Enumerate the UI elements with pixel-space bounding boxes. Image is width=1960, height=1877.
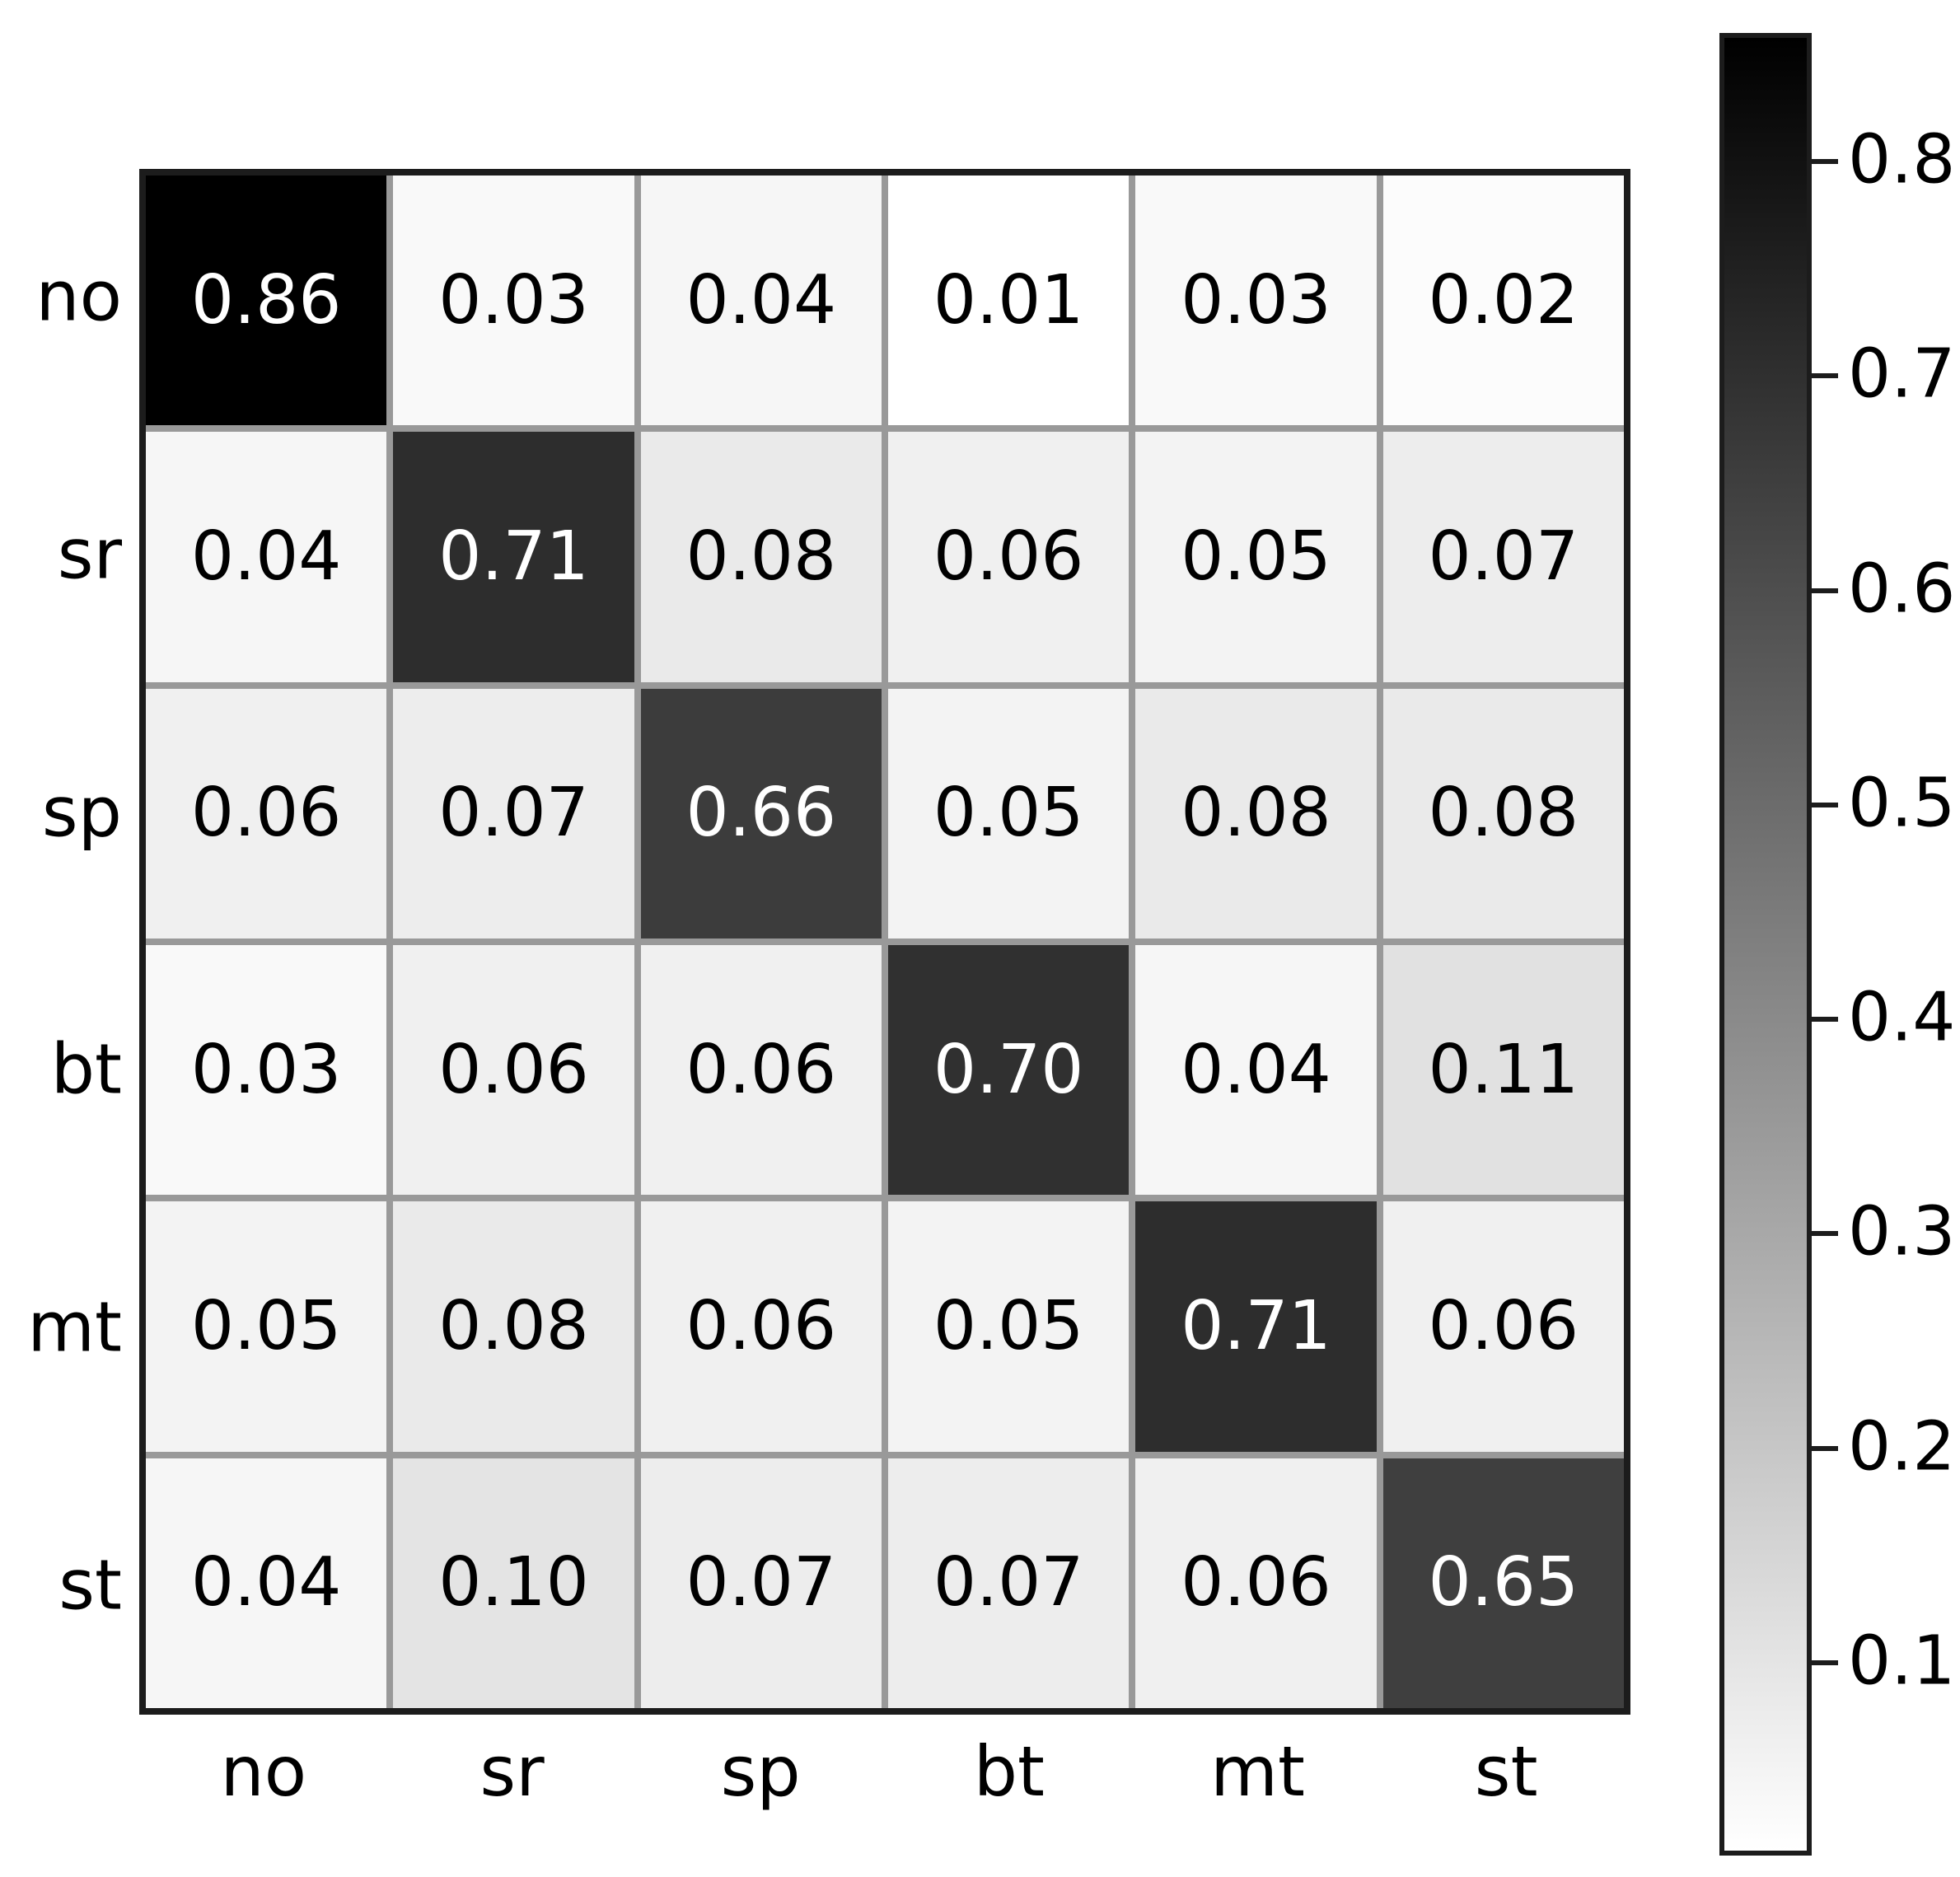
- colorbar-tick-mark: [1812, 1017, 1838, 1023]
- heatmap-cell: 0.11: [1382, 945, 1624, 1196]
- y-tick-label-sr: sr: [57, 513, 122, 595]
- heatmap-cell: 0.02: [1382, 176, 1624, 426]
- heatmap-cell: 0.06: [888, 432, 1130, 682]
- heatmap-cell: 0.03: [146, 945, 387, 1196]
- colorbar-tick-mark: [1812, 802, 1838, 807]
- heatmap-cell: 0.08: [393, 1201, 634, 1452]
- heatmap-cell: 0.07: [888, 1458, 1130, 1708]
- heatmap-cell: 0.71: [393, 432, 634, 682]
- colorbar-tick-label: 0.5: [1848, 764, 1956, 843]
- heatmap-cell: 0.06: [146, 688, 387, 938]
- heatmap-cell: 0.65: [1382, 1458, 1624, 1708]
- heatmap-cell: 0.86: [146, 176, 387, 426]
- heatmap-cell: 0.10: [393, 1458, 634, 1708]
- heatmap-cell: 0.07: [393, 688, 634, 938]
- y-tick-label-sp: sp: [41, 770, 122, 852]
- heatmap-cell: 0.71: [1135, 1201, 1377, 1452]
- x-tick-label-sr: sr: [479, 1731, 545, 1812]
- colorbar-tick-mark: [1812, 159, 1838, 165]
- heatmap-cell: 0.08: [640, 432, 882, 682]
- heatmap-cell: 0.70: [888, 945, 1130, 1196]
- colorbar-tick-mark: [1812, 1231, 1838, 1237]
- heatmap-cell: 0.08: [1382, 688, 1624, 938]
- heatmap-cell: 0.07: [640, 1458, 882, 1708]
- colorbar-tick-label: 0.2: [1848, 1407, 1956, 1486]
- heatmap-cell: 0.08: [1135, 688, 1377, 938]
- heatmap-cell: 0.05: [1135, 432, 1377, 682]
- heatmap-cell: 0.05: [888, 688, 1130, 938]
- colorbar-tick-mark: [1812, 1445, 1838, 1451]
- x-tick-label-sp: sp: [720, 1731, 801, 1812]
- y-tick-label-mt: mt: [27, 1286, 122, 1368]
- y-tick-label-bt: bt: [50, 1028, 122, 1110]
- x-tick-label-mt: mt: [1210, 1731, 1305, 1812]
- heatmap-cell: 0.01: [888, 176, 1130, 426]
- heatmap-cell: 0.06: [393, 945, 634, 1196]
- heatmap-cell: 0.03: [393, 176, 634, 426]
- colorbar-tick-mark: [1812, 587, 1838, 593]
- x-tick-label-no: no: [220, 1731, 307, 1812]
- colorbar-tick-label: 0.4: [1848, 978, 1956, 1057]
- heatmap-cell: 0.05: [888, 1201, 1130, 1452]
- x-tick-label-st: st: [1474, 1731, 1538, 1812]
- heatmap-cell: 0.66: [640, 688, 882, 938]
- heatmap-cell: 0.04: [1135, 945, 1377, 1196]
- heatmap-cell: 0.03: [1135, 176, 1377, 426]
- y-tick-label-no: no: [35, 255, 122, 337]
- colorbar-tick-mark: [1812, 1659, 1838, 1665]
- colorbar-tick-label: 0.7: [1848, 335, 1956, 414]
- heatmap-cell: 0.04: [640, 176, 882, 426]
- y-tick-label-st: st: [58, 1543, 122, 1625]
- heatmap-cell: 0.06: [640, 1201, 882, 1452]
- heatmap-cell: 0.04: [146, 1458, 387, 1708]
- heatmap-cell: 0.06: [640, 945, 882, 1196]
- colorbar-tick-label: 0.6: [1848, 549, 1956, 628]
- colorbar-tick-label: 0.1: [1848, 1622, 1956, 1701]
- heatmap-cell: 0.06: [1382, 1201, 1624, 1452]
- colorbar-tick-label: 0.3: [1848, 1192, 1956, 1271]
- x-tick-label-bt: bt: [973, 1731, 1045, 1812]
- heatmap-cell: 0.06: [1135, 1458, 1377, 1708]
- heatmap-cell: 0.07: [1382, 432, 1624, 682]
- heatmap-cell: 0.04: [146, 432, 387, 682]
- colorbar-tick-mark: [1812, 373, 1838, 379]
- colorbar-tick-label: 0.8: [1848, 120, 1956, 199]
- colorbar-gradient: [1719, 33, 1812, 1856]
- heatmap-grid: 0.86 0.03 0.04 0.01 0.03 0.02 0.04 0.71 0.08 0.06…: [139, 169, 1630, 1715]
- heatmap-cell: 0.05: [146, 1201, 387, 1452]
